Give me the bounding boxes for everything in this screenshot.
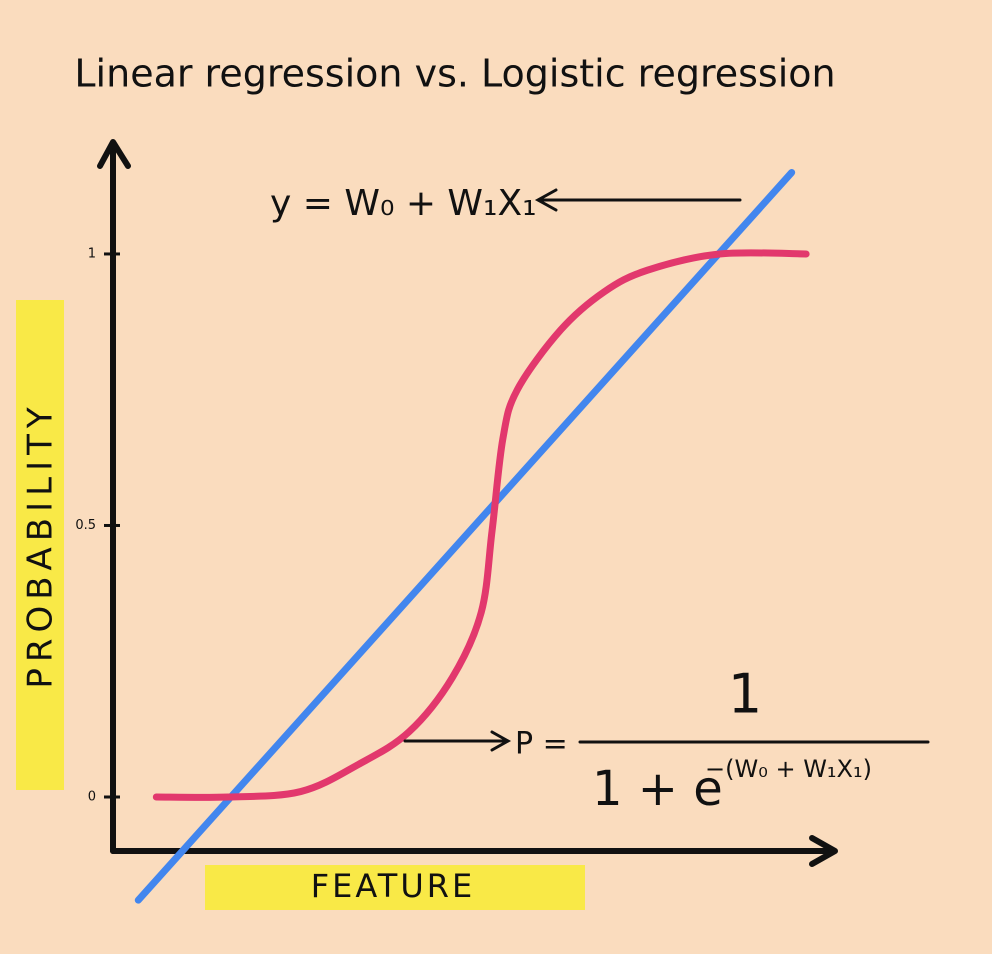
- y-axis-label: PROBABILITY: [21, 401, 61, 688]
- x-axis-arrow: [809, 835, 838, 867]
- y-tick-label: 0.5: [75, 518, 96, 533]
- axes: [97, 139, 838, 867]
- y-tick-label: 0: [88, 789, 96, 804]
- plot-area: 00.51: [75, 169, 810, 904]
- arrow-head: [534, 188, 558, 212]
- y-tick-label: 1: [88, 246, 96, 261]
- chart-title: Linear regression vs. Logistic regressio…: [74, 52, 835, 96]
- logistic-denominator: 1 + e: [592, 761, 723, 817]
- annotation-arrows: [403, 188, 930, 752]
- logistic-numerator: 1: [728, 663, 762, 726]
- series-line: [134, 169, 796, 904]
- x-axis-label: FEATURE: [311, 867, 475, 905]
- logistic-formula-prefix: P =: [515, 727, 568, 762]
- series-line: [152, 249, 810, 801]
- logistic-exponent: −(W₀ + W₁X₁): [705, 755, 872, 783]
- arrow-head: [490, 730, 512, 752]
- highlight: [16, 300, 64, 790]
- linear-formula: y = W₀ + W₁X₁: [270, 183, 537, 224]
- y-axis-arrow: [97, 139, 131, 169]
- highlight: [205, 865, 585, 910]
